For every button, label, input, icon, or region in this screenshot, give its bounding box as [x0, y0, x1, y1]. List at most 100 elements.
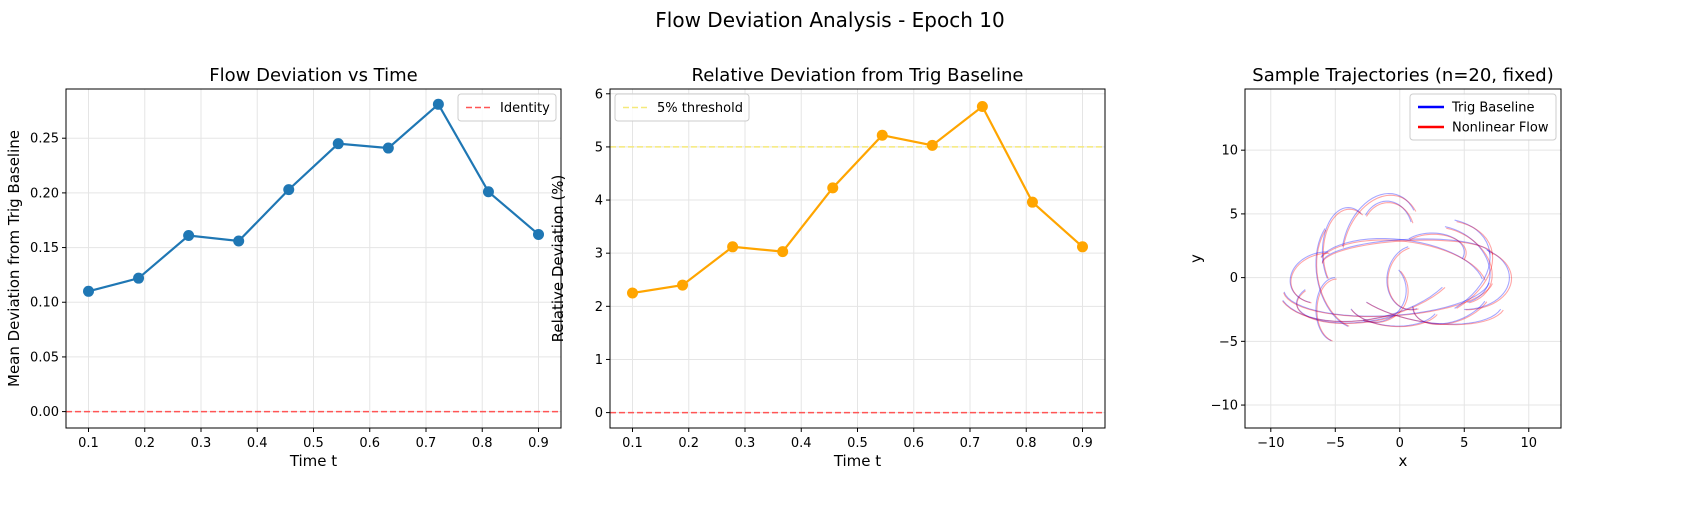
trig-baseline-trajectory [1320, 237, 1483, 280]
x-tick-label: −5 [1326, 436, 1345, 451]
trig-baseline-trajectory [1444, 226, 1491, 303]
nonlinear-flow-trajectory [1363, 270, 1409, 324]
data-point [382, 142, 394, 154]
trig-baseline-trajectory [1296, 289, 1394, 324]
x-tick-label: 0.3 [191, 436, 212, 451]
legend-label-nonlinear-flow: Nonlinear Flow [1452, 121, 1549, 136]
tick-labels: −10 −5 0 5 10 −10 −5 0 5 10 [1211, 144, 1537, 451]
data-point [876, 129, 888, 141]
trig-baseline-trajectory [1315, 228, 1349, 327]
y-tick-label: 0.05 [30, 350, 59, 365]
nonlinear-flow-trajectory [1366, 301, 1504, 326]
data-point [727, 241, 739, 253]
data-point [533, 228, 544, 240]
data-series [83, 98, 544, 297]
y-tick-label: −5 [1219, 335, 1238, 350]
trig-baseline-trajectory [1321, 238, 1491, 263]
trig-baseline-trajectory [1386, 246, 1418, 311]
legend-label-identity: Identity [500, 101, 550, 116]
data-point [233, 235, 245, 247]
y-tick-label: 3 [595, 247, 603, 262]
legend: Trig Baseline Nonlinear Flow [1409, 93, 1557, 141]
nonlinear-flow-trajectory [1351, 309, 1438, 328]
grid-lines [66, 89, 561, 428]
x-axis-label: Time t [289, 452, 337, 470]
legend-box [614, 93, 750, 122]
nonlinear-flow-trajectory [1283, 283, 1493, 318]
nonlinear-flow-trajectory [1322, 208, 1364, 279]
x-tick-label: 0.7 [960, 436, 981, 451]
x-tick-label: 0.5 [303, 436, 324, 451]
y-tick-label: 6 [595, 87, 603, 102]
data-point [432, 98, 444, 110]
data-point [83, 285, 94, 297]
x-tick-label: 0.4 [247, 436, 268, 451]
trig-baseline-trajectory [1365, 200, 1412, 223]
data-point [133, 272, 145, 284]
legend-box [457, 93, 557, 122]
nonlinear-flow-trajectory [1342, 194, 1417, 248]
nonlinear-flow-trajectory [1316, 229, 1350, 327]
x-tick-label: −10 [1257, 436, 1284, 451]
x-tick-label: 0.8 [1016, 436, 1037, 451]
trig-baseline-trajectory [1366, 301, 1502, 325]
y-tick-label: 4 [595, 194, 603, 209]
y-tick-label: 0.25 [30, 132, 59, 147]
y-axis-label: y [1187, 254, 1205, 263]
panel-title: Sample Trajectories (n=20, fixed) [1252, 65, 1553, 86]
axes-frame [1244, 88, 1562, 429]
data-point [976, 101, 988, 113]
nonlinear-flow-trajectory [1409, 233, 1467, 260]
reference-lines [610, 146, 1105, 414]
y-tick-label: 5 [1230, 207, 1238, 222]
panel-sample-trajectories: −10 −5 0 5 10 −10 −5 0 5 10 Sample Trajectories (… [1187, 65, 1562, 470]
trig-baseline-trajectory [1342, 192, 1415, 247]
data-point [332, 138, 344, 150]
tick-labels: 0.1 0.2 0.3 0.4 0.5 0.6 0.7 0.8 0.9 0 1 2 3 4 5 6 [595, 87, 1093, 451]
x-tick-label: 0.1 [78, 436, 99, 451]
y-tick-label: 0 [1230, 271, 1238, 286]
x-tick-label: 0.3 [735, 436, 756, 451]
nonlinear-flow-trajectory [1282, 287, 1446, 323]
trig-baseline-trajectory [1412, 300, 1486, 325]
x-tick-label: 0.9 [528, 436, 549, 451]
y-tick-label: 5 [595, 140, 603, 155]
trig-baseline-trajectory [1464, 249, 1510, 311]
panel-title: Relative Deviation from Trig Baseline [692, 65, 1024, 86]
x-tick-label: 0.9 [1072, 436, 1093, 451]
x-axis-label: Time t [833, 452, 881, 470]
trig-baseline-trajectory [1321, 206, 1362, 279]
data-point [926, 139, 938, 151]
figure-suptitle: Flow Deviation Analysis - Epoch 10 [655, 8, 1004, 32]
trig-baseline-trajectory [1283, 282, 1490, 317]
nonlinear-flow-trajectory [1387, 247, 1419, 311]
series-line [88, 102, 540, 293]
data-point [1077, 241, 1088, 253]
trajectory-curves [1282, 192, 1513, 342]
panel-flow-deviation: 0.1 0.2 0.3 0.4 0.5 0.6 0.7 0.8 0.9 0.00 0.05 0.10 0… [5, 65, 562, 470]
grid-lines [1245, 89, 1561, 428]
data-point [677, 279, 689, 291]
x-tick-label: 0.7 [416, 436, 437, 451]
legend-label-trig-baseline: Trig Baseline [1451, 101, 1535, 116]
x-tick-label: 0 [1396, 436, 1404, 451]
trig-baseline-trajectory [1315, 277, 1336, 342]
nonlinear-flow-trajectory [1446, 227, 1493, 304]
y-tick-label: −10 [1211, 399, 1238, 414]
data-point [1026, 196, 1038, 208]
y-tick-label: 2 [595, 300, 603, 315]
grid-lines [610, 89, 1105, 428]
x-tick-label: 10 [1520, 436, 1537, 451]
y-tick-label: 10 [1221, 144, 1238, 159]
legend-box [1409, 93, 1557, 141]
trig-baseline-trajectory [1350, 308, 1436, 327]
nonlinear-flow-trajectory [1465, 250, 1513, 311]
legend: 5% threshold [614, 93, 750, 122]
x-tick-label: 0.5 [847, 436, 868, 451]
panel-title: Flow Deviation vs Time [209, 65, 417, 86]
nonlinear-flow-trajectory [1412, 301, 1488, 326]
trig-baseline-trajectory [1408, 232, 1465, 259]
x-tick-label: 0.1 [622, 436, 643, 451]
nonlinear-flow-trajectory [1456, 221, 1494, 309]
